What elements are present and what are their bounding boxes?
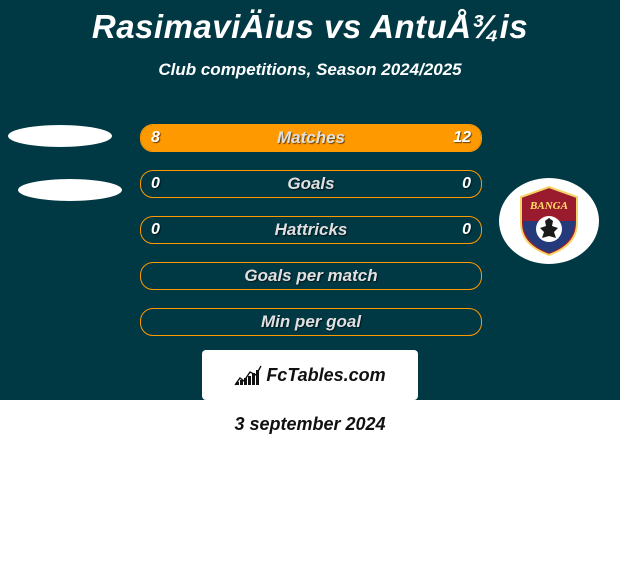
subtitle: Club competitions, Season 2024/2025 [0,60,620,80]
date-text: 3 september 2024 [0,414,620,435]
stat-row-goals-per-match: Goals per match [140,262,482,290]
stat-value-left: 8 [151,125,160,151]
left-badge-placeholder-2 [18,179,122,201]
stat-label: Goals per match [141,263,481,289]
stat-value-left: 0 [151,217,160,243]
title: RasimaviÄius vs AntuÅ¾is [0,0,620,46]
stat-row-goals: Goals0 0 [140,170,482,198]
stat-row-matches: Matches812 [140,124,482,152]
stat-label: Min per goal [141,309,481,335]
stat-value-left: 0 [151,171,160,197]
fctables-attribution: FcTables.com [202,350,418,400]
comparison-card: RasimaviÄius vs AntuÅ¾is Club competitio… [0,0,620,400]
stat-row-hattricks: Hattricks0 0 [140,216,482,244]
badge-text: BANGA [529,200,568,212]
left-badge-placeholder-1 [8,125,112,147]
banga-shield-icon: BANGA [517,185,581,257]
stat-value-right: 0 [462,171,471,197]
stat-label: Goals [141,171,481,197]
fctables-text: FcTables.com [266,365,385,386]
left-fill [141,125,277,151]
stat-value-right: 0 [462,217,471,243]
stat-label: Hattricks [141,217,481,243]
stat-value-right: 12 [453,125,471,151]
stat-row-min-per-goal: Min per goal [140,308,482,336]
bar-chart-icon [234,364,262,386]
right-fill [277,125,481,151]
right-club-badge: BANGA [499,178,599,264]
